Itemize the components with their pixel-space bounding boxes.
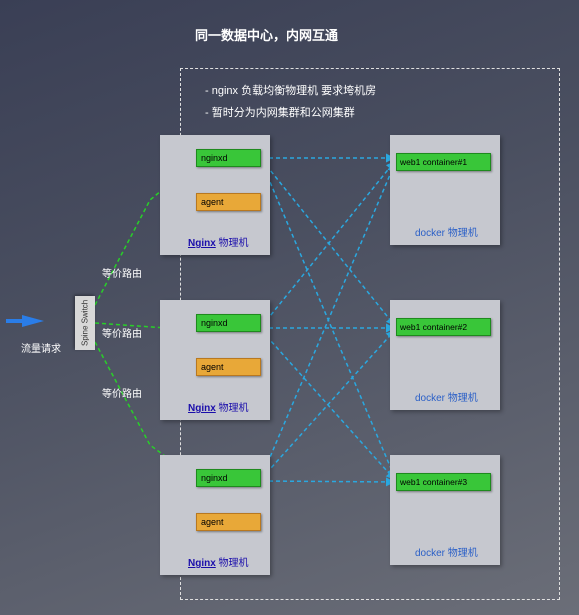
flow-label: 流量请求 bbox=[21, 340, 61, 355]
nginx-host-label: Nginx 物理机 bbox=[188, 399, 249, 414]
nginxd-proc: nginxd bbox=[196, 469, 261, 487]
nginxd-proc: nginxd bbox=[196, 314, 261, 332]
notes-block: nginx 负载均衡物理机 要求垮机房 暂时分为内网集群和公网集群 bbox=[205, 80, 376, 124]
note-line-2: 暂时分为内网集群和公网集群 bbox=[205, 102, 376, 124]
agent-proc: agent bbox=[196, 193, 261, 211]
docker-box-3: web1 container#3 docker 物理机 bbox=[390, 455, 500, 565]
nginx-host-label: Nginx 物理机 bbox=[188, 234, 249, 249]
nginx-box-2: nginxd agent Nginx 物理机 bbox=[160, 300, 270, 420]
nginx-host-label: Nginx 物理机 bbox=[188, 554, 249, 569]
note-line-1: nginx 负载均衡物理机 要求垮机房 bbox=[205, 80, 376, 102]
docker-host-label: docker 物理机 bbox=[415, 544, 478, 559]
nginxd-proc: nginxd bbox=[196, 149, 261, 167]
route-label-2: 等价路由 bbox=[102, 325, 142, 340]
docker-host-label: docker 物理机 bbox=[415, 224, 478, 239]
docker-host-label: docker 物理机 bbox=[415, 389, 478, 404]
agent-proc: agent bbox=[196, 513, 261, 531]
web-container: web1 container#3 bbox=[396, 473, 491, 491]
nginx-box-3: nginxd agent Nginx 物理机 bbox=[160, 455, 270, 575]
nginx-box-1: nginxd agent Nginx 物理机 bbox=[160, 135, 270, 255]
flow-arrow-icon bbox=[22, 315, 44, 327]
docker-box-1: web1 container#1 docker 物理机 bbox=[390, 135, 500, 245]
route-label-1: 等价路由 bbox=[102, 265, 142, 280]
web-container: web1 container#2 bbox=[396, 318, 491, 336]
agent-proc: agent bbox=[196, 358, 261, 376]
web-container: web1 container#1 bbox=[396, 153, 491, 171]
route-label-3: 等价路由 bbox=[102, 385, 142, 400]
diagram-title: 同一数据中心，内网互通 bbox=[195, 25, 338, 44]
docker-box-2: web1 container#2 docker 物理机 bbox=[390, 300, 500, 410]
spine-switch: Spine Switch bbox=[75, 296, 95, 350]
